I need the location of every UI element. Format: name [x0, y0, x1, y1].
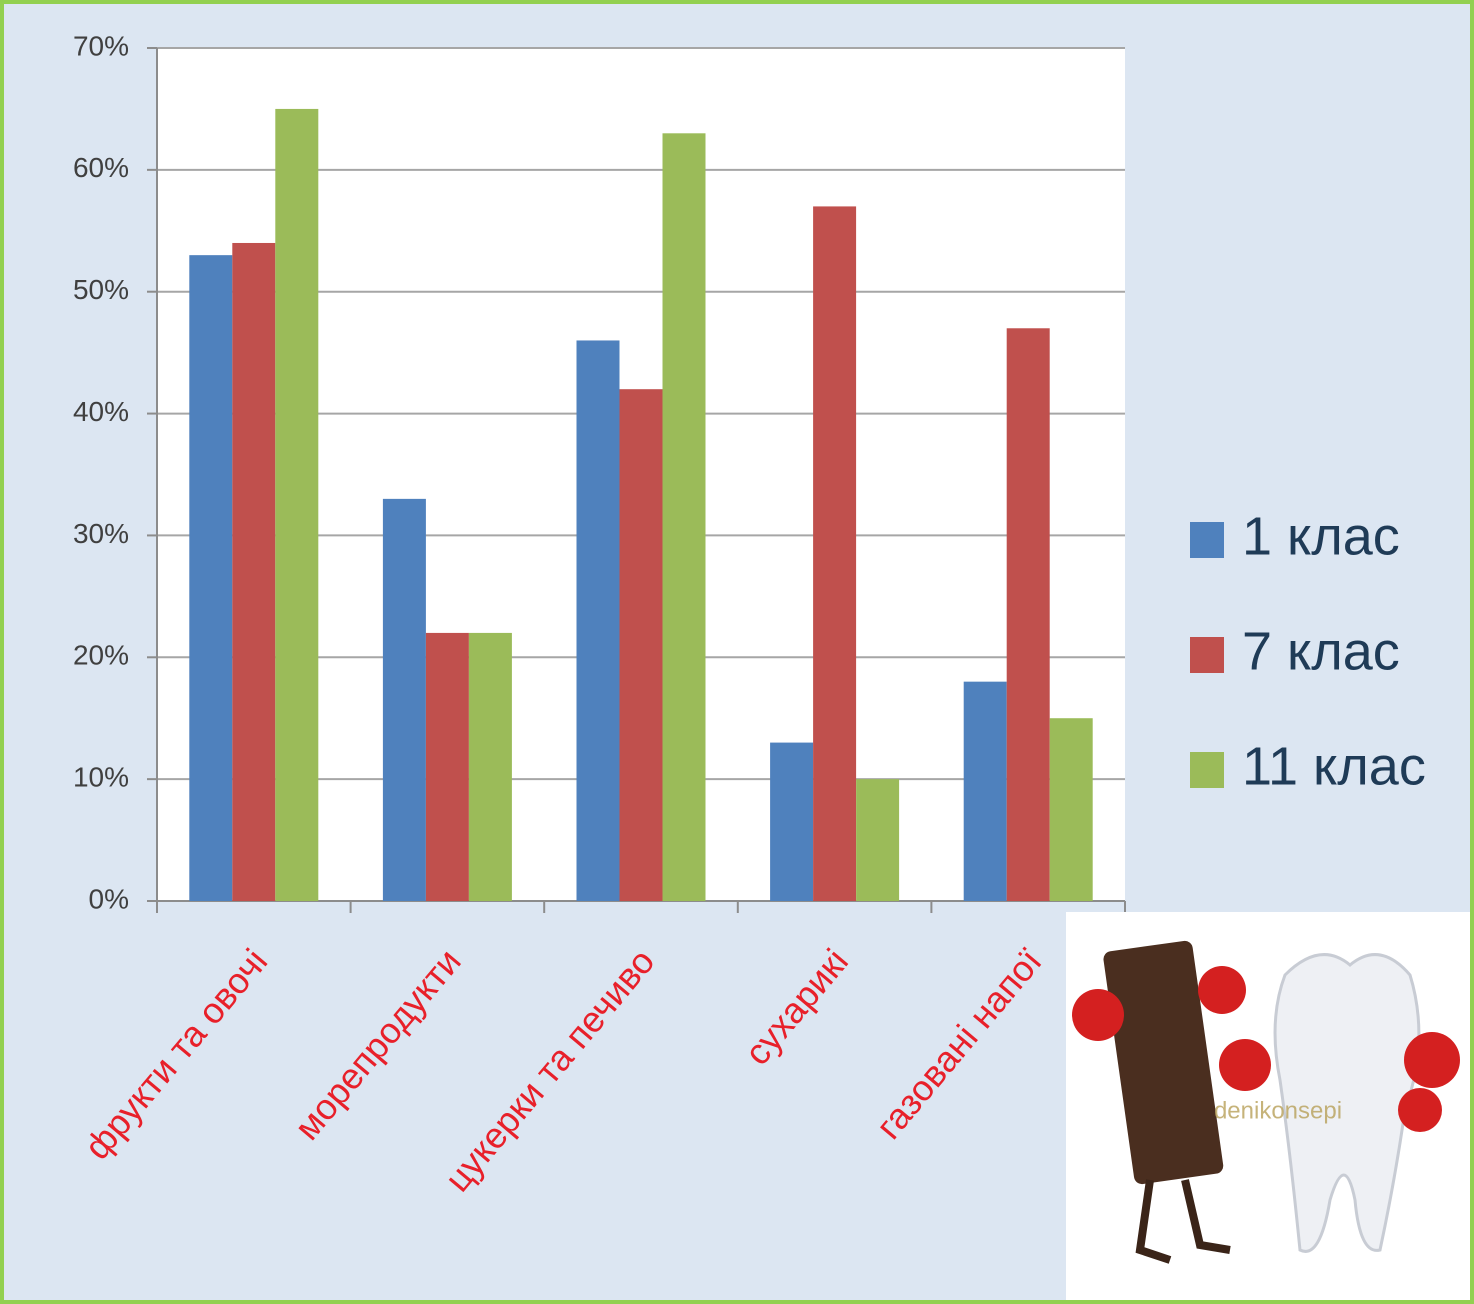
glove	[1404, 1032, 1460, 1088]
legend-label: 7 клас	[1242, 621, 1400, 681]
y-tick-label: 20%	[73, 640, 129, 671]
bar	[619, 389, 663, 901]
bar	[189, 255, 233, 901]
chocolate	[1103, 940, 1224, 1185]
y-tick-label: 60%	[73, 152, 129, 183]
bar	[770, 742, 814, 901]
legend-swatch	[1190, 522, 1224, 558]
bar	[1049, 718, 1093, 901]
bar	[856, 779, 900, 901]
legend-swatch	[1190, 752, 1224, 788]
tooth	[1273, 953, 1421, 1253]
bar	[1006, 328, 1050, 901]
legend-label: 11 клас	[1242, 736, 1426, 796]
y-tick-label: 30%	[73, 518, 129, 549]
legs	[1135, 1179, 1231, 1264]
bar	[813, 206, 857, 901]
bar	[382, 498, 426, 901]
glove	[1398, 1088, 1442, 1132]
y-tick-label: 70%	[73, 30, 129, 61]
y-tick-label: 50%	[73, 274, 129, 305]
glove	[1198, 966, 1246, 1014]
watermark: denikonsepi	[1214, 1097, 1342, 1124]
bar	[275, 108, 319, 901]
bar	[963, 681, 1007, 901]
bar	[468, 632, 512, 901]
glove	[1219, 1039, 1271, 1091]
illustration: denikonsepi	[1066, 912, 1470, 1300]
y-tick-label: 0%	[89, 883, 129, 914]
legend-swatch	[1190, 637, 1224, 673]
y-tick-label: 40%	[73, 396, 129, 427]
y-tick-label: 10%	[73, 762, 129, 793]
bar	[662, 133, 706, 902]
bar	[576, 340, 620, 901]
legend-label: 1 клас	[1242, 506, 1400, 566]
bar	[232, 242, 276, 901]
glove	[1072, 989, 1124, 1041]
bar	[425, 632, 469, 901]
